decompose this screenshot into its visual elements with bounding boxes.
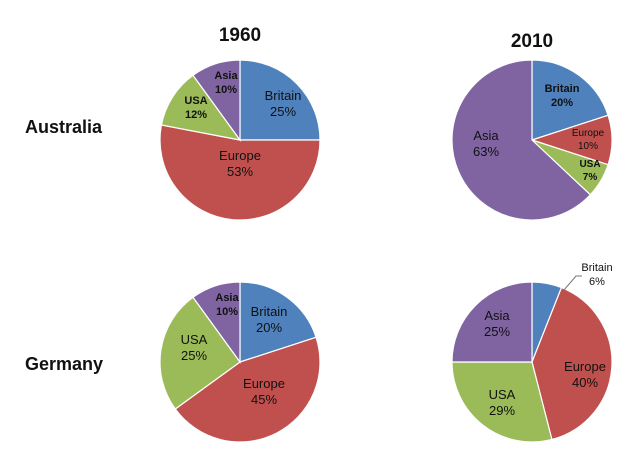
slice-asia: [451, 281, 533, 363]
slice-label-britain: Britain: [265, 88, 302, 103]
leader-line-britain: [563, 275, 582, 291]
slice-label-europe: Europe: [243, 376, 285, 391]
slice-value-usa: 29%: [489, 403, 515, 418]
slice-britain: [239, 281, 317, 363]
slice-value-asia: 25%: [484, 324, 510, 339]
row-title-germany: Germany: [25, 354, 103, 374]
slice-label-usa: USA: [181, 332, 208, 347]
column-title-1960: 1960: [219, 25, 261, 46]
slice-asia: [451, 59, 592, 221]
slice-label-usa: USA: [489, 387, 516, 402]
slice-europe: [159, 124, 321, 221]
slice-europe: [174, 336, 321, 443]
slice-europe: [531, 286, 613, 441]
slice-label-asia: Asia: [214, 70, 238, 82]
slice-usa: [451, 361, 553, 443]
slice-value-europe: 45%: [251, 392, 277, 407]
slice-britain: [531, 59, 609, 141]
slice-value-europe: 10%: [578, 141, 598, 152]
slice-label-europe: Europe: [572, 128, 605, 139]
slice-value-britain: 20%: [551, 97, 573, 109]
slice-value-usa: 12%: [185, 109, 207, 121]
slice-value-usa: 25%: [181, 348, 207, 363]
slice-value-asia: 63%: [473, 144, 499, 159]
slice-usa: [159, 296, 241, 410]
slice-label-asia: Asia: [215, 292, 239, 304]
slice-value-britain: 6%: [589, 276, 605, 288]
slice-label-asia: Asia: [473, 128, 499, 143]
slice-label-britain: Britain: [581, 262, 612, 274]
slice-value-britain: 25%: [270, 104, 296, 119]
slice-label-europe: Europe: [564, 359, 606, 374]
slice-value-europe: 40%: [572, 375, 598, 390]
column-title-2010: 2010: [511, 31, 553, 52]
slice-value-asia: 10%: [216, 306, 238, 318]
slice-label-britain: Britain: [251, 304, 288, 319]
row-title-australia: Australia: [25, 117, 103, 137]
slice-label-asia: Asia: [484, 308, 510, 323]
slice-label-europe: Europe: [219, 148, 261, 163]
slice-asia: [192, 281, 241, 364]
slice-britain: [239, 59, 321, 141]
slice-value-britain: 20%: [256, 320, 282, 335]
slice-label-usa: USA: [184, 95, 207, 107]
slice-asia: [192, 59, 241, 142]
slice-value-asia: 10%: [215, 84, 237, 96]
slice-value-usa: 7%: [583, 172, 598, 183]
slice-value-europe: 53%: [227, 164, 253, 179]
slice-label-britain: Britain: [545, 83, 580, 95]
slice-label-usa: USA: [579, 159, 600, 170]
slice-usa: [160, 74, 242, 141]
